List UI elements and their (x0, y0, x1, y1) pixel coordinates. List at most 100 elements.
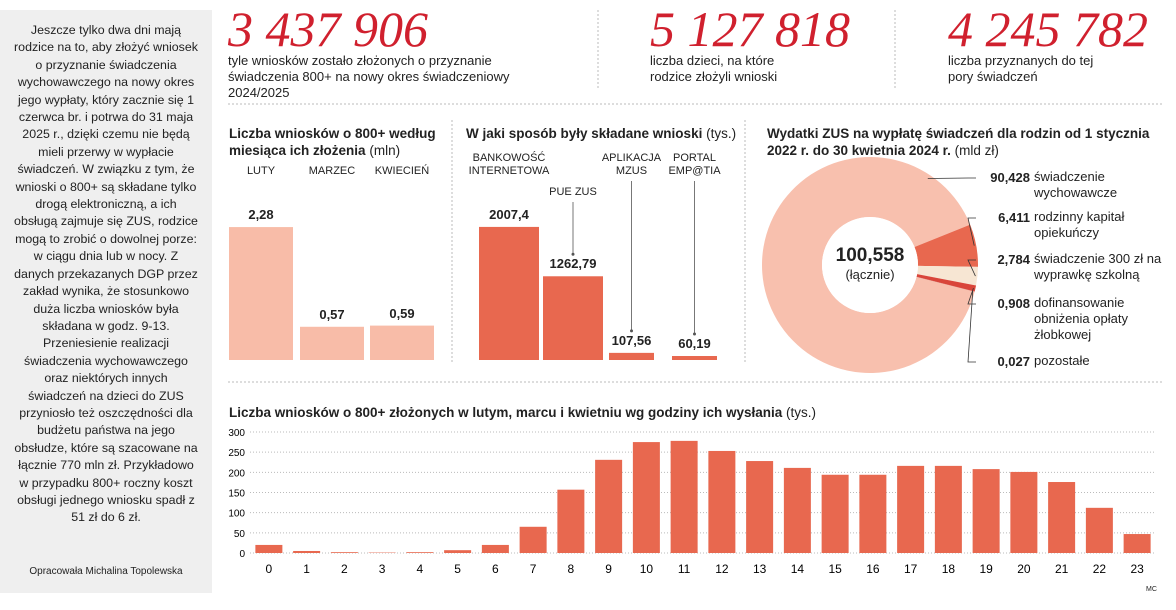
category-label: BANKOWOŚĆ INTERNETOWA (468, 152, 550, 177)
value-label: 1262,79 (549, 256, 597, 272)
credit: Opracowała Michalina Topolewska (29, 566, 183, 577)
value-label: 107,56 (611, 332, 652, 348)
bar (370, 325, 434, 360)
bar (1048, 482, 1076, 553)
x-tick-label: 0 (266, 562, 273, 576)
leader-line (967, 217, 976, 246)
leader-line (967, 259, 976, 277)
stat-label: liczba przyznanych do tej pory świadczeń (948, 53, 1094, 84)
bar (229, 227, 293, 360)
total-label: 100,558 (835, 245, 905, 266)
y-tick-label: 250 (228, 448, 245, 459)
bar (1010, 471, 1038, 553)
category-label: pozostałe (1034, 353, 1090, 368)
bar (972, 469, 1000, 553)
value-label: 0,59 (389, 305, 415, 321)
bar (444, 550, 472, 553)
category-label: APLIKACJA MZUS (601, 152, 662, 177)
x-tick-label: 6 (492, 562, 499, 576)
x-tick-label: 19 (979, 562, 993, 576)
title-text: Liczba wniosków o 800+ według miesiąca i… (229, 126, 436, 158)
value-label: 0,908 (997, 296, 1030, 311)
bar (609, 352, 654, 360)
x-tick-label: 14 (791, 562, 805, 576)
value-label: 0,57 (319, 306, 345, 322)
bar (519, 526, 547, 553)
x-tick-label: 22 (1093, 562, 1107, 576)
y-tick-label: 300 (228, 428, 245, 439)
bar (293, 550, 321, 553)
leader-dot (630, 329, 633, 333)
donut-segment (761, 157, 975, 374)
chart-title: Liczba wniosków o 800+ złożonych w lutym… (229, 404, 1129, 421)
x-tick-label: 12 (715, 562, 729, 576)
y-tick-label: 50 (234, 529, 246, 540)
category-label: MARZEC (308, 165, 356, 177)
x-tick-label: 7 (530, 562, 537, 576)
bar (481, 544, 509, 553)
bar (672, 356, 717, 360)
title-unit: (mld zł) (954, 143, 999, 158)
category-label: świadczenie wychowawcze (1034, 169, 1118, 200)
bar (1123, 534, 1151, 553)
x-tick-label: 2 (341, 562, 348, 576)
title-text: Liczba wniosków o 800+ złożonych w lutym… (229, 405, 783, 420)
category-label: LUTY (246, 165, 276, 177)
x-tick-label: 3 (379, 562, 386, 576)
donut-segment (914, 224, 978, 267)
donut-segment (916, 274, 977, 292)
total-caption: (łącznie) (845, 267, 895, 282)
bar (632, 442, 660, 553)
chart-title: Wydatki ZUS na wypłatę świadczeń dla rod… (767, 125, 1162, 159)
title-unit: (tys.) (706, 126, 737, 141)
y-tick-label: 150 (228, 489, 245, 500)
bar (821, 474, 849, 553)
value-label: 6,411 (998, 210, 1030, 225)
big-number: 3 437 906 (228, 1, 428, 57)
footer: MC (1146, 586, 1157, 593)
leader-line (967, 287, 976, 305)
bar (746, 461, 774, 553)
category-label: rodzinny kapitał opiekuńczy (1034, 209, 1125, 240)
x-tick-label: 13 (753, 562, 767, 576)
category-label: dofinansowanie obniżenia opłaty żłobkowe… (1034, 295, 1128, 342)
bar (783, 467, 811, 553)
x-tick-label: 10 (640, 562, 654, 576)
y-tick-label: 100 (228, 509, 245, 520)
chart-title: Liczba wniosków o 800+ według miesiąca i… (229, 125, 444, 159)
sidebar-text: Jeszcze tylko dwa dni mają rodzice na to… (14, 23, 198, 525)
value-label: 0,027 (997, 354, 1030, 369)
donut-segment (916, 276, 975, 292)
bar (897, 465, 925, 553)
bar (934, 465, 962, 553)
value-label: 90,428 (990, 170, 1030, 185)
bar (1085, 507, 1113, 553)
x-tick-label: 4 (417, 562, 424, 576)
bar (406, 552, 434, 553)
value-label: 2,28 (248, 207, 274, 223)
big-number: 4 245 782 (948, 1, 1148, 57)
x-tick-label: 15 (828, 562, 842, 576)
bar (859, 474, 887, 553)
x-tick-label: 20 (1017, 562, 1031, 576)
bar (543, 276, 603, 360)
leader-dot (571, 252, 575, 256)
bar (557, 489, 585, 553)
leader-dot (693, 332, 696, 336)
category-label: KWIECIEŃ (374, 165, 430, 177)
bar (300, 326, 364, 360)
title-unit: (tys.) (786, 405, 817, 420)
y-tick-label: 0 (239, 549, 245, 560)
donut-hole (822, 217, 918, 313)
leader-line (967, 291, 976, 363)
value-label: 60,19 (678, 336, 711, 351)
donut-segment (917, 265, 978, 286)
chart-title: W jaki sposób były składane wnioski (tys… (466, 125, 741, 142)
bar (479, 226, 539, 360)
sidebar: Jeszcze tylko dwa dni mają rodzice na to… (0, 10, 212, 593)
y-tick-label: 200 (228, 468, 245, 479)
x-tick-label: 21 (1055, 562, 1069, 576)
x-tick-label: 9 (605, 562, 612, 576)
